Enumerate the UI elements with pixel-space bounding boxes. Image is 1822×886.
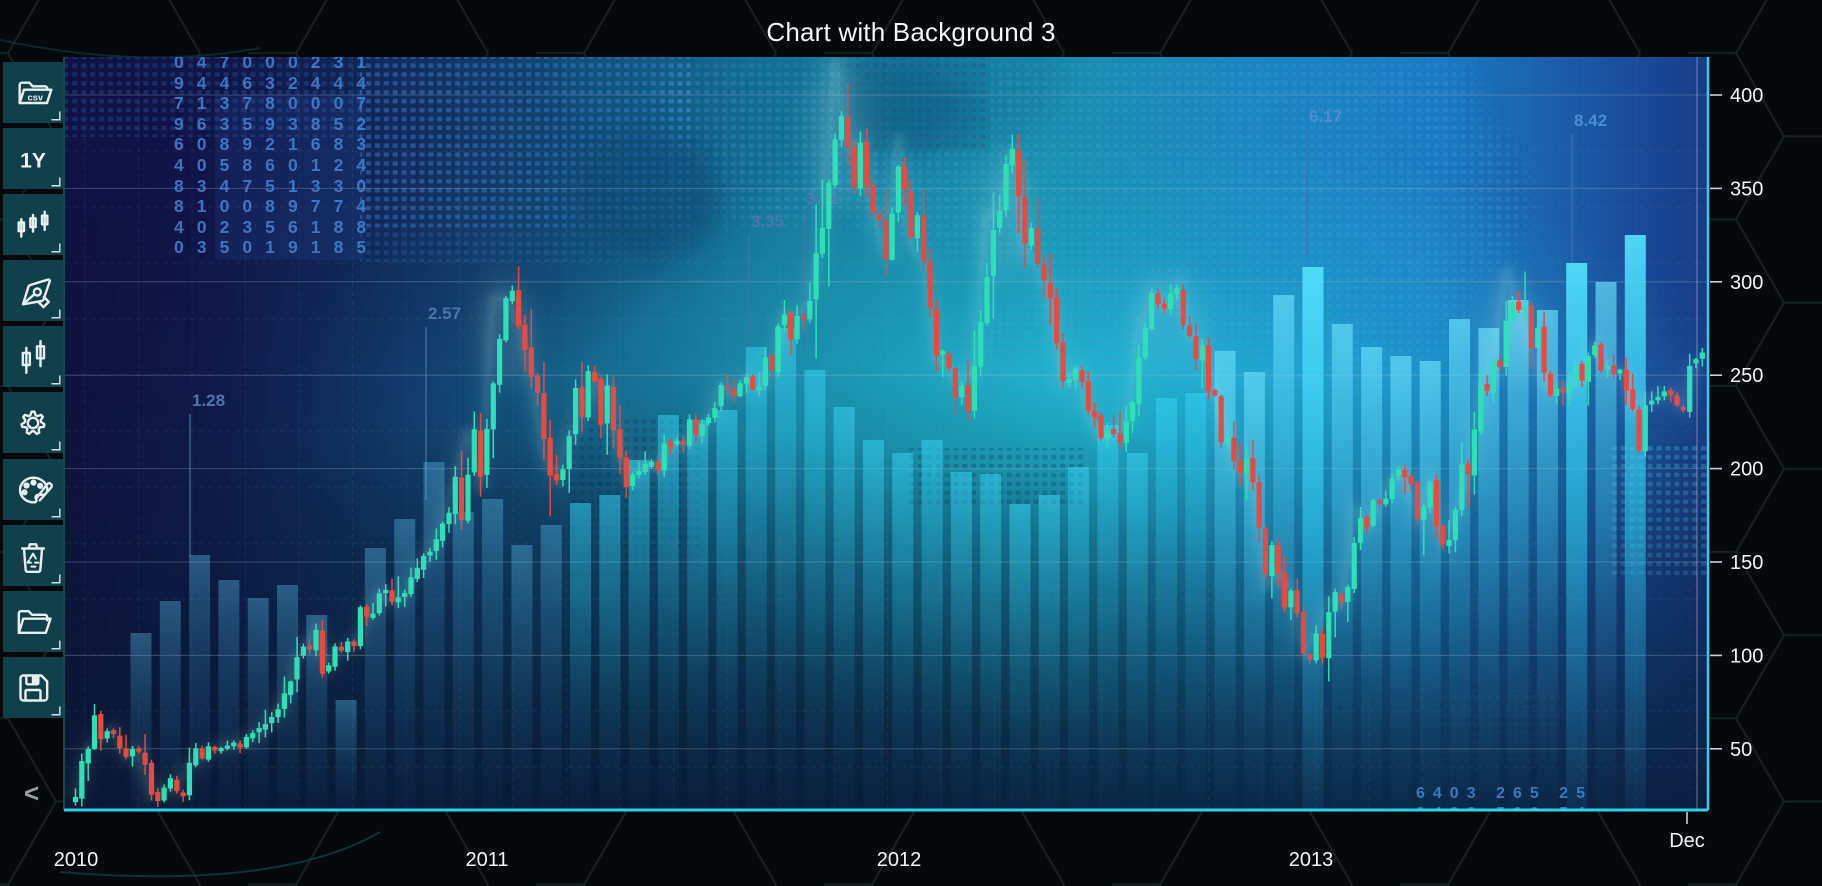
- svg-text:400: 400: [1730, 85, 1763, 107]
- svg-text:9 6 3 5 9 3 8 5 2: 9 6 3 5 9 3 8 5 2: [174, 114, 370, 134]
- svg-text:50: 50: [1730, 739, 1752, 761]
- svg-text:350: 350: [1730, 178, 1763, 200]
- svg-text:100: 100: [1730, 645, 1763, 667]
- svg-text:6 0 8 9 2 1 6 8 3: 6 0 8 9 2 1 6 8 3: [174, 134, 370, 154]
- svg-text:8 1 0 0 8 9 7 7 4: 8 1 0 0 8 9 7 7 4: [174, 196, 370, 216]
- svg-text:7 1 3 7 8 0 0 0 7: 7 1 3 7 8 0 0 0 7: [174, 93, 370, 113]
- svg-text:9 4 4 6 3 2 4 4 4: 9 4 4 6 3 2 4 4 4: [174, 73, 370, 93]
- svg-text:1Y: 1Y: [20, 149, 46, 172]
- svg-text:csv: csv: [28, 92, 44, 102]
- svg-text:6.17: 6.17: [1309, 107, 1342, 126]
- svg-text:0 3 5 0 1 9 1 8 5: 0 3 5 0 1 9 1 8 5: [174, 237, 370, 257]
- svg-text:250: 250: [1730, 365, 1763, 387]
- svg-text:1.28: 1.28: [192, 391, 225, 410]
- svg-text:8.42: 8.42: [1574, 111, 1607, 130]
- svg-text:2010: 2010: [54, 849, 99, 871]
- svg-text:2011: 2011: [465, 849, 508, 871]
- svg-text:Dec: Dec: [1669, 830, 1705, 852]
- svg-text:3.35: 3.35: [751, 212, 784, 231]
- svg-text:8 3 4 7 5 1 3 3 0: 8 3 4 7 5 1 3 3 0: [174, 176, 370, 196]
- svg-text:2013: 2013: [1289, 849, 1334, 871]
- svg-text:200: 200: [1730, 459, 1763, 481]
- svg-text:4 0 2 3 5 6 1 8 8: 4 0 2 3 5 6 1 8 8: [174, 217, 370, 237]
- svg-text:2012: 2012: [877, 849, 922, 871]
- svg-text:2.57: 2.57: [428, 304, 461, 323]
- svg-text:0 4 7 0 0 0 2 3 1: 0 4 7 0 0 0 2 3 1: [174, 52, 370, 72]
- svg-text:300: 300: [1730, 272, 1763, 294]
- svg-text:150: 150: [1730, 552, 1763, 574]
- svg-text:4 0 5 8 6 0 1 2 4: 4 0 5 8 6 0 1 2 4: [174, 155, 370, 175]
